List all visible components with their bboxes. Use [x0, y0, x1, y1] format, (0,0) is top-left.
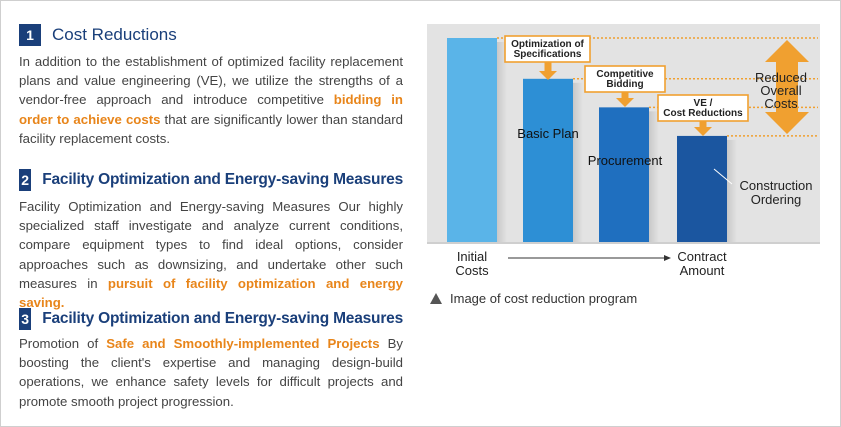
step-box — [504, 35, 591, 63]
step-box — [584, 65, 666, 93]
step-arrow-shaft — [544, 62, 552, 72]
highlight-text: pursuit of facility optimization and ene… — [19, 275, 403, 311]
highlight-text: Safe and Smoothly-implemented Projects — [106, 336, 380, 351]
bar-shadow — [727, 139, 737, 242]
body-text: Facility Optimization and Energy-saving … — [19, 199, 403, 291]
step-arrow-shaft — [699, 121, 707, 128]
body-text: In addition to the establishment of opti… — [19, 54, 403, 108]
section-number: 2 — [19, 169, 32, 191]
section-cost-reductions: 1 Cost Reductions In addition to the est… — [19, 24, 403, 148]
bar-label-construction-ordering: Construction Ordering — [740, 178, 813, 207]
section-body: Promotion of Safe and Smoothly-implement… — [19, 334, 403, 411]
bar-2 — [523, 78, 573, 242]
body-text: that are significantly lower than standa… — [19, 111, 403, 146]
bar-shadow — [497, 42, 507, 242]
section-body: In addition to the establishment of opti… — [19, 52, 403, 148]
x-start-label: Initial Costs — [455, 249, 489, 278]
triangle-icon — [430, 293, 442, 304]
x-end-label: Contract Amount — [677, 249, 727, 278]
bar-label-basic-plan: Basic Plan — [517, 126, 578, 141]
bar-shadow — [649, 111, 659, 242]
section-number: 3 — [19, 308, 32, 330]
cost-reduction-chart: Optimization of Specifications Competitive… — [427, 35, 820, 278]
down-arrow-icon — [539, 71, 557, 80]
step-arrow-shaft — [621, 92, 629, 99]
down-arrow-icon — [694, 127, 712, 136]
bar-shadow — [573, 82, 583, 242]
reduced-costs-label: Reduced Overall Costs — [755, 70, 807, 111]
body-text: By boosting the client's expertise and m… — [19, 336, 403, 409]
section-facility-optimization: 2 Facility Optimization and Energy-savin… — [19, 169, 403, 312]
bar-4 — [677, 135, 727, 242]
section-title: Cost Reductions — [52, 25, 177, 44]
section-title: Facility Optimization and Energy-saving … — [42, 171, 403, 188]
step-box — [657, 94, 749, 122]
double-arrow-icon — [765, 40, 809, 134]
arrow-right-icon — [664, 255, 671, 261]
chart-baseline — [427, 242, 820, 244]
step-label: Optimization of Specifications — [511, 39, 584, 60]
section-title: Facility Optimization and Energy-saving … — [42, 310, 403, 327]
section-number: 1 — [19, 24, 41, 46]
step-label: VE / Cost Reductions — [663, 98, 743, 119]
bar-1 — [447, 38, 497, 242]
step-label: Competitive Bidding — [596, 69, 654, 90]
highlight-text: bidding in order to achieve costs — [19, 92, 403, 127]
section-body: Facility Optimization and Energy-saving … — [19, 197, 403, 312]
bar-3 — [599, 107, 649, 242]
section-safe-projects: 3 Facility Optimization and Energy-savin… — [19, 308, 403, 411]
bar-label-procurement: Procurement — [588, 153, 663, 168]
chart-caption: Image of cost reduction program — [430, 291, 637, 306]
label-leader-line — [713, 168, 733, 185]
caption-text: Image of cost reduction program — [450, 291, 638, 306]
down-arrow-icon — [616, 98, 634, 107]
body-text: Promotion of — [19, 336, 107, 351]
